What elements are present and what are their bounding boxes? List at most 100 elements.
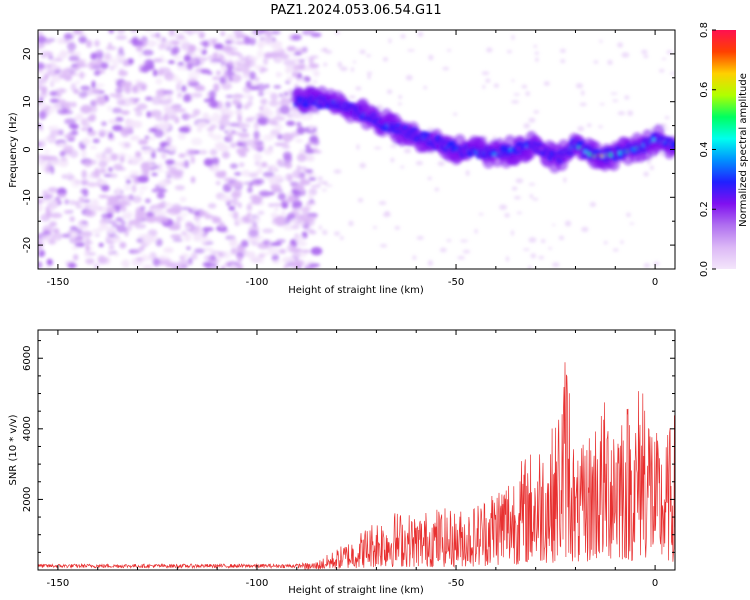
spectrogram-noise-blob [89,145,98,149]
spectrogram-noise-blob [172,238,184,242]
spectrogram-noise-blob [130,135,140,141]
spectrogram-noise-blob [272,203,283,207]
spectrogram-noise-blob [308,177,317,181]
spectrogram-noise-blob [208,96,216,102]
snr-panel: -150 -100 -50 0 2000 4000 6000 Height of stra… [8,329,676,596]
spectrogram-noise-blob [405,74,413,81]
spectrogram-noise-blob [294,139,304,143]
spectrogram-noise-blob [46,258,53,266]
spectrogram-noise-blob [67,173,74,178]
spectrogram-noise-blob [270,92,279,101]
spectrogram-noise-blob [306,67,317,72]
spectrogram-noise-blob [617,42,623,48]
spectrogram-noise-blob [283,224,295,231]
spectrogram-noise-blob [38,204,43,212]
spectrogram-noise-blob [560,59,566,64]
spectrogram-noise-blob [98,224,111,231]
spectrogram-noise-blob [292,57,303,61]
spectrogram-noise-blob [194,220,202,227]
spectrogram-noise-blob [149,109,162,118]
spectrogram-noise-blob [603,241,608,245]
spectrogram-noise-blob [366,71,373,75]
spectrogram-noise-blob [265,118,277,124]
spectrogram-noise-blob [144,96,153,101]
spectrogram-noise-blob [49,221,57,227]
spectrogram-noise-blob [427,176,432,180]
spectrogram-noise-blob [92,138,100,144]
spectrogram-noise-blob [140,211,147,218]
spectrogram-noise-blob [38,199,44,204]
spectrogram-noise-blob [313,69,320,77]
spectrogram-noise-blob [305,144,311,149]
spectrogram-noise-blob [178,259,190,267]
spectrogram-noise-blob [207,103,217,107]
spectrogram-noise-blob [486,47,493,53]
y-tick-label: 4000 [22,416,33,441]
spectrogram-noise-blob [64,118,77,125]
spectrogram-noise-blob [152,69,158,77]
spectrogram-noise-blob [72,254,79,261]
spectrogram-noise-blob [427,260,434,267]
spectrogram-noise-blob [243,94,253,99]
spectrogram-noise-blob [528,117,536,123]
spectrogram-noise-blob [58,142,68,147]
spectrogram-noise-blob [207,203,217,209]
spectrogram-noise-blob [227,183,234,187]
spectrogram-noise-blob [157,122,170,131]
spectrogram-noise-blob [257,119,269,126]
spectrogram-noise-blob [400,34,406,39]
spectrogram-noise-blob [61,174,69,179]
y-tick-label: 20 [22,48,33,61]
spectrogram-noise-blob [277,159,283,165]
spectrogram-noise-blob [262,228,274,234]
spectrogram-noise-blob [229,238,238,247]
spectrogram-noise-blob [666,50,673,55]
spectrogram-noise-blob [271,164,277,173]
spectrogram-noise-blob [300,114,313,121]
spectrogram-noise-blob [499,204,508,210]
spectrogram-noise-blob [145,255,154,261]
spectrogram-noise-blob [38,43,45,48]
spectrogram-noise-blob [145,198,151,204]
spectrogram-noise-blob [167,60,175,64]
spectrogram-noise-blob [306,201,316,205]
spectrogram-noise-blob [278,248,287,254]
spectrogram-noise-blob [528,183,536,186]
spectrogram-noise-blob [81,169,87,179]
spectrogram-noise-blob [296,164,301,172]
spectrogram-noise-blob [135,47,143,52]
spectrogram-noise-blob [176,215,183,222]
spectrogram-noise-blob [174,108,187,113]
spectrogram-noise-blob [194,211,200,216]
spectrogram-noise-blob [191,30,203,34]
spectrogram-noise-blob [242,73,250,80]
spectrogram-noise-blob [146,111,151,118]
spectrogram-noise-blob [38,240,44,250]
spectrogram-noise-blob [296,240,308,247]
snr-series-line [38,362,675,570]
spectrogram-noise-blob [228,260,235,266]
spectrogram-noise-blob [296,121,302,127]
spectrogram-noise-blob [107,105,112,112]
spectrogram-noise-blob [133,97,140,102]
spectrogram-noise-blob [159,152,168,158]
spectrogram-noise-blob [359,162,367,169]
spectrogram-noise-blob [253,130,260,140]
spectrogram-noise-blob [88,127,93,133]
spectrogram-noise-blob [68,55,80,62]
spectrogram-noise-blob [273,85,282,89]
spectrogram-noise-blob [118,46,124,56]
spectrogram-x-ticks: -150 -100 -50 0 [47,30,658,288]
spectrogram-noise-blob [93,83,105,88]
spectrogram-noise-blob [589,201,597,208]
colorbar: 0.0 0.2 0.4 0.6 0.8 Normalized spectral ampl… [699,22,749,277]
spectrogram-noise-blob [239,62,251,69]
spectrogram-noise-blob [612,99,619,103]
spectrogram-noise-blob [228,212,234,217]
spectrogram-noise-blob [273,124,284,129]
spectrogram-noise-blob [186,246,191,251]
spectrogram-noise-blob [231,191,241,198]
spectrogram-noise-blob [305,172,317,177]
spectrogram-noise-blob [513,195,521,200]
spectrogram-noise-blob [397,102,402,106]
